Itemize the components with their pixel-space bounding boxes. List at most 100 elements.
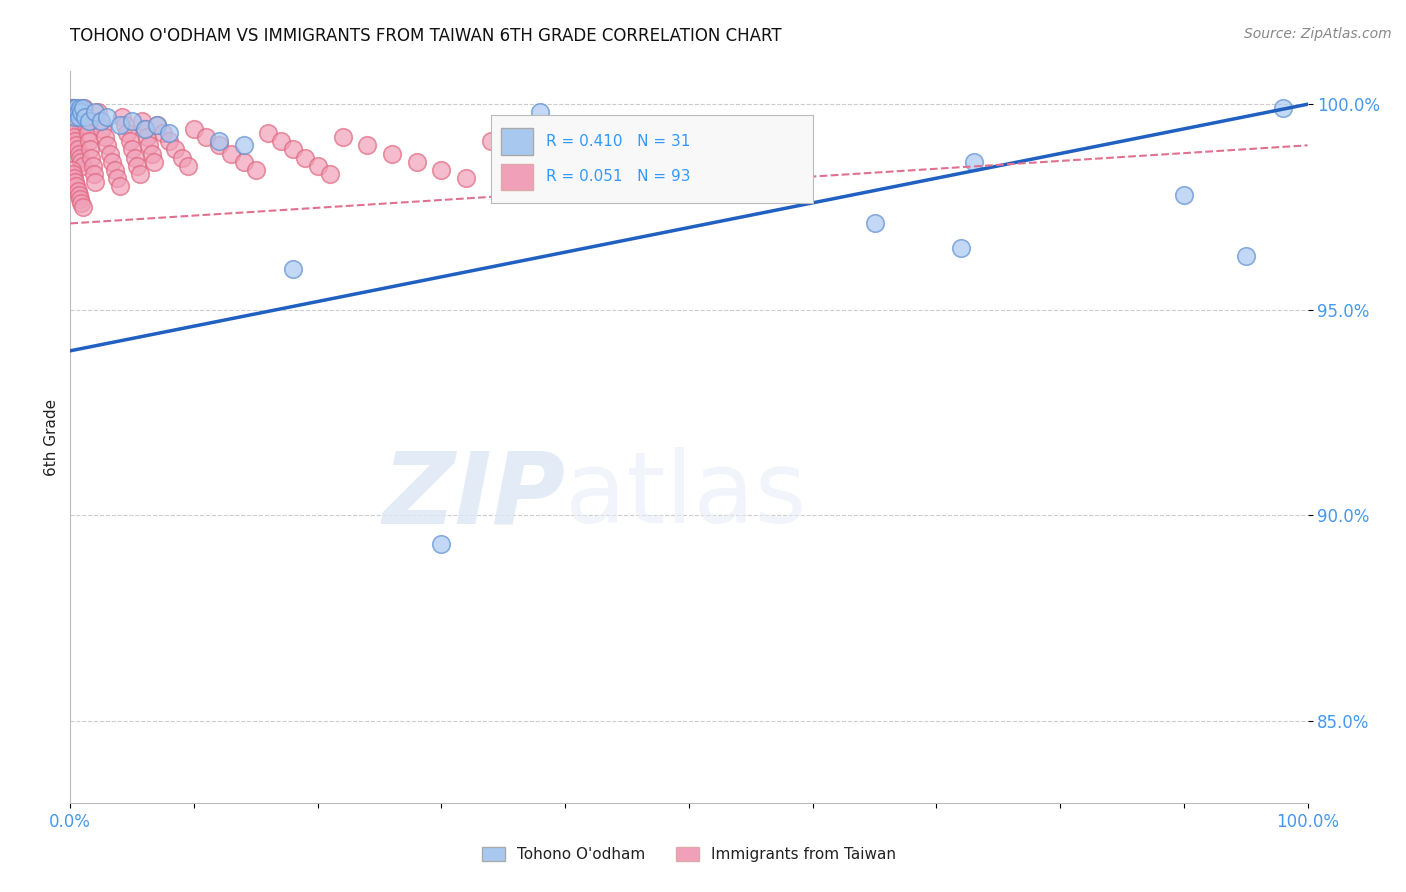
- Point: [127, 159, 149, 173]
- Point: [208, 138, 231, 153]
- Point: [257, 126, 280, 140]
- Point: [1271, 101, 1294, 115]
- Point: [67, 146, 90, 161]
- Point: [108, 118, 131, 132]
- Point: [430, 163, 453, 178]
- Point: [72, 118, 94, 132]
- Point: [66, 143, 89, 157]
- Point: [270, 134, 292, 148]
- Point: [62, 126, 84, 140]
- Point: [63, 171, 86, 186]
- Point: [1234, 249, 1257, 263]
- Point: [72, 200, 94, 214]
- Point: [65, 134, 87, 148]
- Point: [70, 154, 93, 169]
- Point: [114, 118, 136, 132]
- Point: [75, 110, 97, 124]
- Point: [63, 130, 86, 145]
- Point: [579, 138, 602, 153]
- Point: [62, 167, 84, 181]
- Point: [104, 163, 127, 178]
- Point: [67, 187, 90, 202]
- Text: TOHONO O'ODHAM VS IMMIGRANTS FROM TAIWAN 6TH GRADE CORRELATION CHART: TOHONO O'ODHAM VS IMMIGRANTS FROM TAIWAN…: [70, 27, 782, 45]
- Point: [962, 154, 984, 169]
- Point: [505, 143, 527, 157]
- Point: [65, 105, 87, 120]
- Point: [138, 138, 160, 153]
- Point: [131, 113, 153, 128]
- Text: Source: ZipAtlas.com: Source: ZipAtlas.com: [1244, 27, 1392, 41]
- Text: ZIP: ZIP: [382, 447, 565, 544]
- Point: [65, 138, 87, 153]
- Point: [66, 184, 89, 198]
- Point: [529, 151, 551, 165]
- Point: [75, 118, 97, 132]
- Point: [69, 192, 91, 206]
- Point: [307, 159, 329, 173]
- Point: [232, 138, 254, 153]
- Point: [245, 163, 267, 178]
- Point: [678, 154, 700, 169]
- Point: [82, 159, 104, 173]
- Point: [67, 113, 90, 128]
- Point: [101, 154, 124, 169]
- Point: [134, 121, 156, 136]
- Point: [950, 241, 973, 255]
- Point: [124, 151, 146, 165]
- Point: [165, 143, 187, 157]
- Point: [121, 143, 143, 157]
- Point: [118, 134, 141, 148]
- Point: [79, 143, 101, 157]
- Point: [65, 175, 87, 189]
- Point: [65, 110, 87, 124]
- Point: [381, 146, 404, 161]
- Point: [157, 126, 180, 140]
- Point: [152, 126, 174, 140]
- Point: [319, 167, 342, 181]
- Point: [108, 179, 131, 194]
- Point: [111, 110, 134, 124]
- Point: [75, 110, 97, 124]
- Point: [332, 130, 354, 145]
- Point: [356, 138, 378, 153]
- Point: [863, 216, 886, 230]
- Point: [86, 105, 108, 120]
- Point: [84, 105, 107, 120]
- Point: [65, 110, 87, 124]
- Point: [90, 113, 112, 128]
- Y-axis label: 6th Grade: 6th Grade: [44, 399, 59, 475]
- Point: [136, 130, 159, 145]
- Point: [98, 146, 121, 161]
- Point: [60, 101, 83, 115]
- Point: [94, 130, 117, 145]
- Point: [77, 113, 100, 128]
- Point: [281, 261, 304, 276]
- Point: [529, 105, 551, 120]
- Point: [63, 105, 86, 120]
- Point: [70, 118, 93, 132]
- Point: [183, 121, 205, 136]
- Point: [76, 126, 98, 140]
- Point: [72, 101, 94, 115]
- Point: [89, 113, 111, 128]
- Point: [456, 171, 478, 186]
- Point: [69, 113, 91, 128]
- Point: [134, 121, 156, 136]
- Point: [66, 105, 89, 120]
- Point: [405, 154, 427, 169]
- Point: [65, 101, 87, 115]
- Point: [96, 138, 118, 153]
- Point: [80, 151, 103, 165]
- Point: [115, 126, 138, 140]
- Point: [219, 146, 242, 161]
- Point: [146, 118, 169, 132]
- Point: [105, 171, 128, 186]
- Point: [84, 175, 107, 189]
- Point: [69, 101, 91, 115]
- Point: [70, 195, 93, 210]
- Point: [70, 105, 93, 120]
- Point: [195, 130, 218, 145]
- Point: [67, 110, 90, 124]
- Point: [170, 151, 193, 165]
- Point: [232, 154, 254, 169]
